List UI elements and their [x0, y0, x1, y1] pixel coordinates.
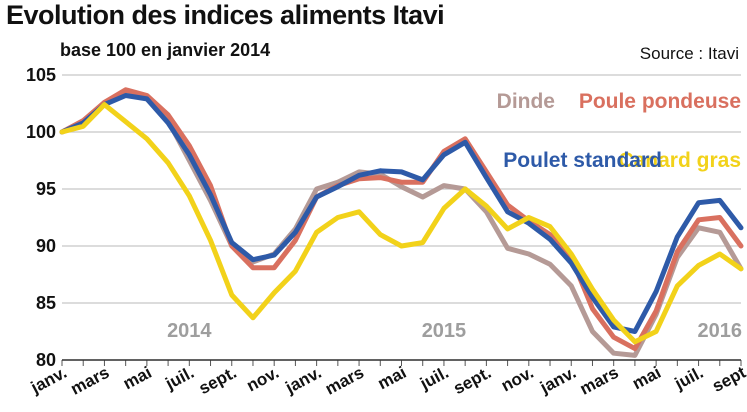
x-tick-label: mai [375, 363, 410, 394]
year-label: 2014 [167, 320, 212, 342]
x-tick-label: juil. [416, 363, 452, 394]
series-line-2 [59, 93, 744, 334]
x-tick-label: mars [322, 363, 367, 399]
x-tick-label: janv. [282, 363, 325, 398]
x-tick-label: janv. [536, 363, 579, 398]
chart-subtitle: base 100 en janvier 2014 [60, 40, 271, 60]
y-tick-label: 80 [36, 350, 56, 370]
legend-label: Poule pondeuse [579, 90, 741, 113]
y-tick-label: 100 [26, 122, 56, 142]
x-tick-label: sept [709, 363, 747, 396]
x-tick-label: mai [120, 363, 155, 394]
legend-label: Dinde [497, 90, 555, 113]
series-line-1 [59, 87, 744, 352]
chart-source: Source : Itavi [639, 44, 739, 63]
x-tick-label: sept. [196, 363, 240, 398]
y-tick-label: 90 [36, 236, 56, 256]
year-label: 2015 [422, 320, 467, 342]
x-tick-label: juil. [671, 363, 707, 394]
x-tick-label: mars [68, 363, 113, 399]
legend-label: Poulet standard [503, 149, 662, 172]
x-tick-label: mai [629, 363, 664, 394]
year-label: 2016 [698, 320, 743, 342]
y-tick-label: 95 [36, 179, 56, 199]
series-line-3 [59, 102, 744, 345]
y-tick-label: 85 [36, 293, 56, 313]
x-tick-label: nov. [243, 363, 282, 396]
x-tick-label: sept. [450, 363, 494, 398]
x-tick-label: juil. [162, 363, 198, 394]
chart-title: Evolution des indices aliments Itavi [6, 0, 445, 30]
x-tick-label: mars [577, 363, 622, 399]
y-tick-label: 105 [26, 65, 56, 85]
x-tick-label: nov. [498, 363, 537, 396]
legend-label: Canard gras [618, 149, 741, 172]
